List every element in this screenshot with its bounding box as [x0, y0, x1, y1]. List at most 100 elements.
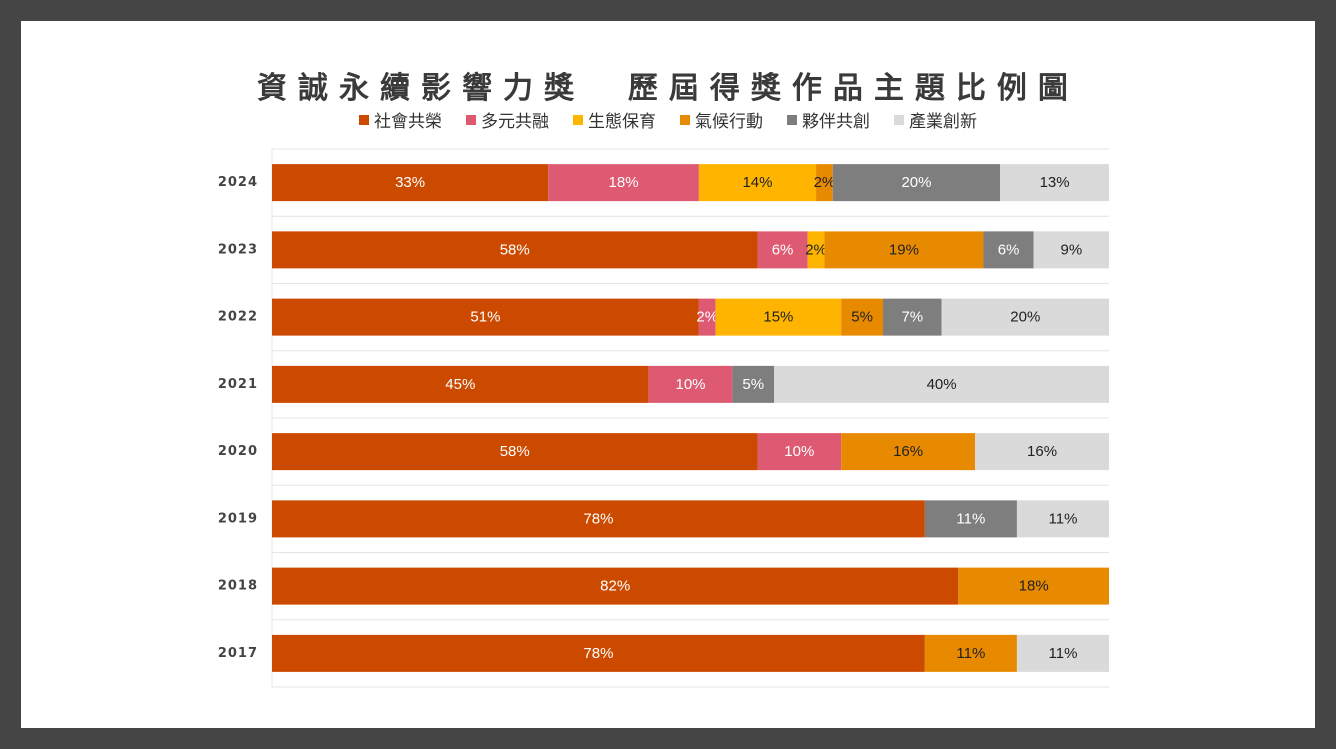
data-label: 15%: [763, 309, 793, 326]
bar-segment: [272, 365, 649, 403]
bar-segment: [548, 164, 699, 202]
data-label: 11%: [1049, 645, 1078, 662]
bar-row: 2021 45% 10% 5% 40%: [218, 365, 1109, 403]
category-label: 2017: [218, 646, 258, 661]
bar-segment: [841, 433, 976, 471]
data-label: 9%: [1060, 241, 1082, 258]
category-label: 2019: [218, 511, 258, 526]
bar-segment: [1000, 164, 1109, 202]
data-label: 16%: [1027, 443, 1057, 460]
data-label: 13%: [1040, 174, 1070, 191]
bar-row: 2017 78% 11% 11%: [218, 634, 1109, 672]
data-label: 14%: [742, 174, 772, 191]
bar-segment: [732, 365, 775, 403]
bar-segment: [757, 231, 808, 269]
legend-swatch: [894, 114, 904, 125]
bar-row: 2024 33% 18% 14% 2% 20% 13%: [218, 164, 1109, 202]
data-label: 10%: [784, 443, 814, 460]
legend-swatch: [573, 114, 583, 125]
bar-segment: [958, 567, 1109, 605]
bar-segment: [272, 164, 549, 202]
bar-segment: [272, 634, 925, 672]
chart-legend: 社會共榮 多元共融 生態保育 氣候行動 夥伴共創 產業創新: [21, 107, 1315, 132]
legend-item: 社會共榮: [359, 107, 442, 132]
bar-segment: [1016, 634, 1109, 672]
legend-item: 氣候行動: [680, 107, 763, 132]
bar-row: 2020 58% 10% 16% 16%: [218, 433, 1109, 471]
data-label: 5%: [851, 309, 873, 326]
data-label: 6%: [772, 241, 794, 258]
legend-swatch: [680, 114, 690, 125]
bar-segment: [1033, 231, 1109, 269]
data-label: 11%: [956, 645, 985, 662]
slide-canvas: 資誠永續影響力獎 歷屆得獎作品主題比例圖 社會共榮 多元共融 生態保育 氣候行動 夥伴共…: [21, 21, 1315, 728]
bar-segment: [841, 298, 884, 336]
stacked-bar-chart: 2024 33% 18% 14% 2% 20% 13%2023 58% 6% 2% 19% 6% 9%2…: [218, 148, 1109, 688]
data-label: 33%: [395, 174, 425, 191]
bar-segment: [272, 433, 758, 471]
bar-row: 2019 78% 11% 11%: [218, 500, 1109, 538]
bar-segment: [807, 231, 825, 269]
bar-segment: [272, 500, 925, 538]
bar-segment: [272, 298, 699, 336]
category-label: 2023: [218, 242, 258, 257]
bar-segment: [924, 634, 1017, 672]
bar-segment: [924, 500, 1017, 538]
legend-label: 氣候行動: [695, 112, 763, 132]
bar-segment: [774, 365, 1109, 403]
bar-segment: [824, 231, 984, 269]
data-label: 6%: [998, 241, 1020, 258]
legend-swatch: [466, 114, 476, 125]
legend-swatch: [787, 114, 797, 125]
chart-title: 資誠永續影響力獎 歷屆得獎作品主題比例圖: [257, 71, 1079, 106]
data-label: 82%: [600, 578, 630, 595]
data-label: 7%: [901, 309, 923, 326]
bar-segment: [648, 365, 733, 403]
bar-segment: [698, 298, 716, 336]
data-label: 11%: [1049, 510, 1078, 527]
bar-row: 2018 82% 18%: [218, 567, 1109, 605]
bar-segment: [272, 231, 758, 269]
bar-segment: [983, 231, 1034, 269]
data-label: 18%: [1019, 578, 1049, 595]
gridlines: [271, 148, 1109, 688]
legend-label: 多元共融: [481, 112, 549, 132]
bar-segment: [975, 433, 1109, 471]
data-label: 2%: [805, 241, 827, 258]
data-label: 58%: [500, 241, 530, 258]
legend-item: 夥伴共創: [787, 107, 870, 132]
bar-row: 2023 58% 6% 2% 19% 6% 9%: [218, 231, 1109, 269]
legend-swatch: [359, 114, 369, 125]
data-label: 10%: [675, 376, 705, 393]
legend-label: 社會共榮: [374, 112, 442, 132]
category-label: 2020: [218, 444, 258, 459]
data-label: 78%: [583, 645, 613, 662]
bar-segment: [698, 164, 817, 202]
data-label: 51%: [470, 309, 500, 326]
data-label: 5%: [742, 376, 764, 393]
category-label: 2018: [218, 579, 258, 594]
data-label: 11%: [956, 510, 985, 527]
category-label: 2021: [218, 377, 258, 392]
bar-segment: [832, 164, 1001, 202]
data-label: 19%: [889, 241, 919, 258]
data-label: 2%: [696, 309, 718, 326]
data-label: 16%: [893, 443, 923, 460]
bar-segment: [757, 433, 842, 471]
data-label: 20%: [901, 174, 931, 191]
legend-label: 產業創新: [909, 112, 977, 132]
bar-row: 2022 51% 2% 15% 5% 7% 20%: [218, 298, 1109, 336]
legend-label: 夥伴共創: [802, 112, 870, 132]
data-label: 45%: [445, 376, 475, 393]
category-label: 2024: [218, 175, 258, 190]
data-label: 58%: [500, 443, 530, 460]
legend-item: 生態保育: [573, 107, 656, 132]
legend-label: 生態保育: [588, 112, 656, 132]
legend-item: 產業創新: [894, 107, 977, 132]
bar-segment: [883, 298, 942, 336]
bar-segment: [941, 298, 1109, 336]
bar-segment: [1016, 500, 1109, 538]
category-label: 2022: [218, 310, 258, 325]
bar-segment: [816, 164, 833, 202]
legend-item: 多元共融: [466, 107, 549, 132]
